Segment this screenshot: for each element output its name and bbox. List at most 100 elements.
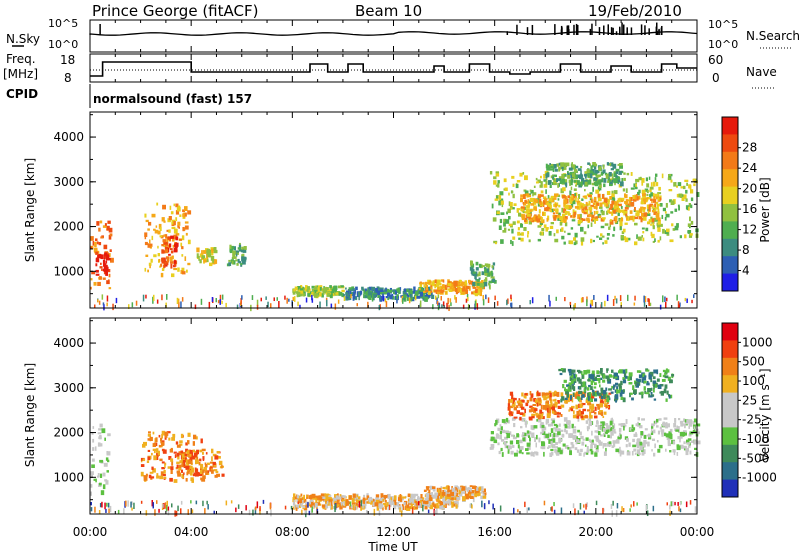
echo-cell [196,456,199,462]
echo-cell [567,447,570,450]
nsearch-tick-top: 10^5 [708,18,738,31]
echo-cell [570,180,573,186]
echo-cell [100,236,104,239]
echo-cell [498,450,501,455]
echo-cell [160,263,163,267]
echo-cell [512,436,517,440]
echo-cell [415,291,418,296]
echo-cell [582,408,586,412]
echo-cell [628,442,631,447]
echo-cell [565,184,568,188]
echo-cell [427,294,431,298]
echo-cell [342,499,344,502]
echo-cell [582,180,586,185]
echo-cell [594,181,599,187]
echo-cell [443,504,445,508]
echo-cell [340,285,344,288]
echo-cell [414,506,418,510]
echo-cell [98,428,102,431]
echo-cell [592,172,597,175]
echo-cell [511,394,514,399]
echo-cell [162,449,167,454]
echo-cell [130,501,132,508]
echo-cell [362,498,366,504]
echo-cell [689,216,691,222]
echo-cell [492,503,494,510]
echo-cell [362,504,364,509]
echo-cell [657,219,661,225]
echo-cell [148,262,152,266]
echo-cell [586,217,590,222]
echo-cell [190,449,194,454]
echo-cell [619,163,623,166]
echo-cell [442,301,445,306]
echo-cell [676,426,680,432]
echo-cell [653,217,657,221]
echo-cell [185,478,188,482]
echo-cell [500,200,504,205]
echo-cell [153,228,156,231]
echo-cell [642,198,647,202]
echo-cell [419,300,422,307]
echo-cell [98,436,102,440]
echo-cell [669,199,672,203]
echo-cell [536,181,539,184]
echo-cell [596,403,600,407]
echo-cell [147,433,151,437]
echo-cell [219,299,221,305]
echo-cell [221,464,223,469]
echo-cell [368,295,372,298]
echo-cell [278,301,280,308]
echo-cell [240,298,242,305]
echo-cell [645,227,649,232]
echo-cell [427,296,429,300]
echo-cell [93,247,98,253]
echo-cell [637,191,640,196]
echo-cell [408,297,411,304]
echo-cell [689,450,692,455]
echo-cell [620,170,624,174]
echo-cell [555,446,558,449]
echo-cell [645,504,648,512]
echo-cell [652,376,656,380]
echo-cell [669,510,671,517]
echo-cell [617,212,620,217]
echo-cell [534,437,536,442]
echo-cell [297,301,299,307]
echo-cell [623,425,625,431]
echo-cell [517,444,520,449]
echo-cell [480,491,484,494]
echo-cell [510,302,512,307]
echo-cell [311,298,314,303]
echo-cell [455,504,458,509]
echo-cell [368,499,372,503]
echo-cell [510,450,514,455]
echo-cell [608,441,612,445]
echo-cell [548,231,552,236]
echo-cell [617,203,622,207]
echo-cell [541,416,545,420]
echo-cell [680,422,684,427]
echo-cell [551,182,554,185]
echo-cell [653,211,658,215]
echo-cell [300,493,303,497]
echo-cell [656,217,660,220]
echo-cell [435,498,440,501]
echo-cell [511,411,514,414]
echo-cell [665,422,668,428]
echo-cell [491,203,494,209]
echo-cell [563,423,566,427]
echo-cell [206,500,208,505]
echo-cell [468,493,471,496]
echo-cell [560,414,563,417]
echo-cell [292,292,296,295]
echo-cell [589,163,591,166]
echo-cell [151,466,154,470]
echo-cell [424,504,428,510]
echo-cell [643,207,646,210]
echo-cell [573,410,575,414]
echo-cell [419,283,422,288]
colorbar-segment [722,273,738,292]
echo-cell [611,200,615,205]
echo-cell [602,374,606,379]
